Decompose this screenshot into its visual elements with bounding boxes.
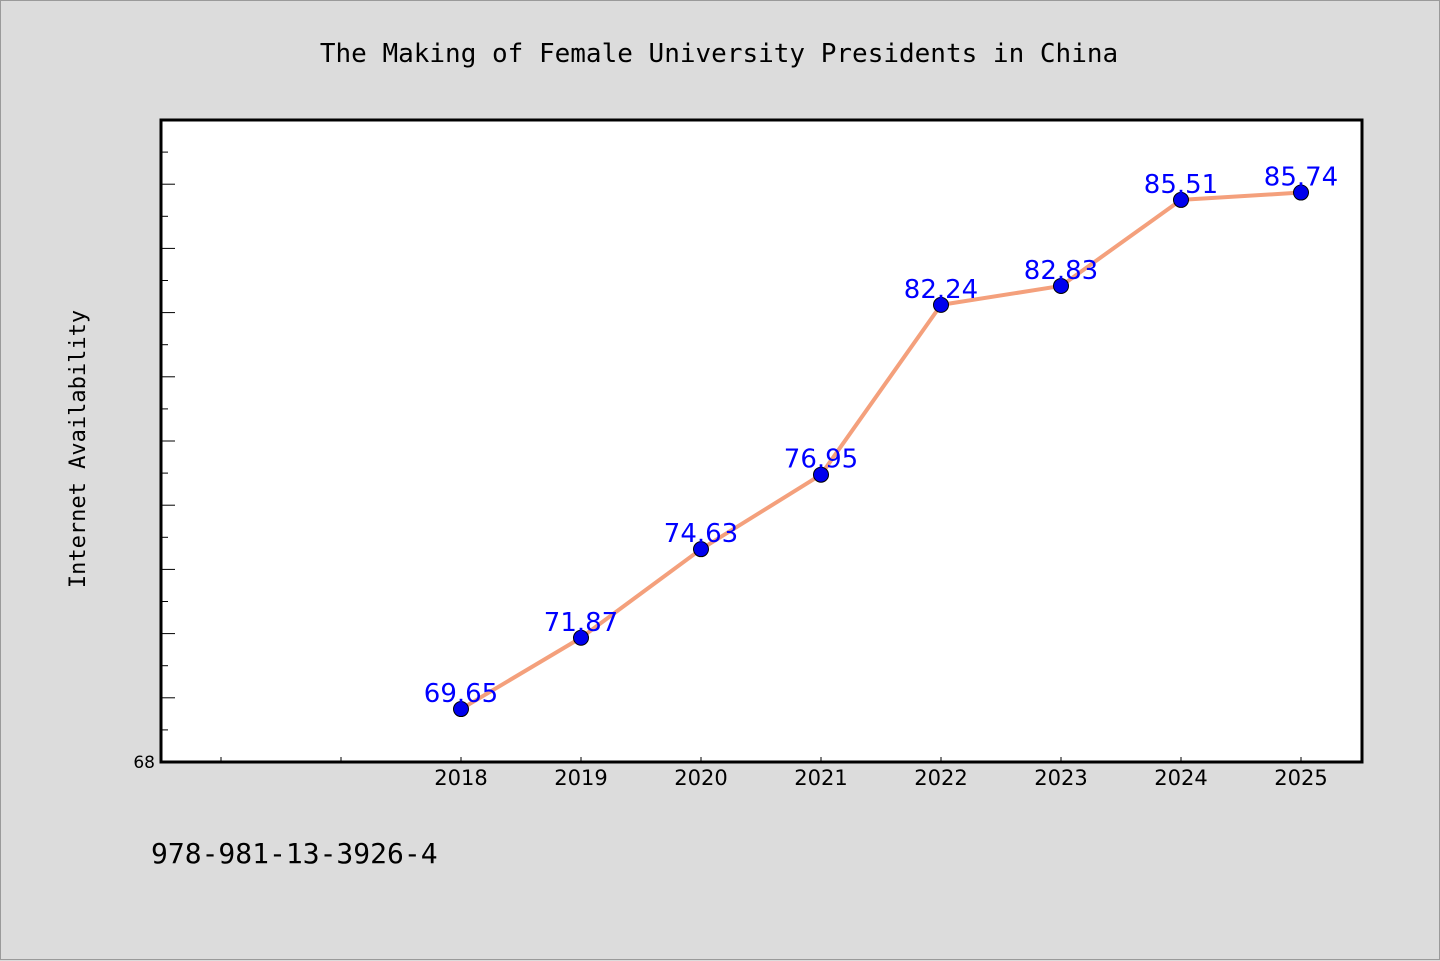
data-point — [813, 466, 829, 483]
series-line — [459, 190, 1303, 712]
data-point — [1173, 191, 1189, 208]
x-tick-label: 2021 — [794, 766, 847, 790]
x-tick-label: 2020 — [674, 766, 727, 790]
y-tick-label: 68 — [133, 753, 155, 773]
x-tick-label: 2023 — [1034, 766, 1087, 790]
data-label: 76.95 — [784, 445, 858, 475]
x-axis-ticks: 2018 2019 2020 2021 2022 2023 2024 2025 — [220, 757, 1328, 790]
x-tick-label: 2024 — [1154, 766, 1207, 790]
data-point — [1053, 277, 1069, 294]
y-axis-ticks: 68 — [133, 151, 175, 773]
data-label: 69.65 — [424, 679, 498, 709]
series-layer: 69.65 71.87 74.63 76.95 82.24 82.83 85.51 85.74 — [424, 163, 1338, 718]
isbn-footer: 978-981-13-3926-4 — [151, 837, 438, 870]
data-point — [573, 629, 589, 646]
x-tick-label: 2022 — [914, 766, 967, 790]
data-point — [693, 541, 709, 558]
data-label: 85.51 — [1144, 170, 1218, 200]
x-tick-label: 2018 — [434, 766, 487, 790]
data-label: 82.24 — [904, 275, 978, 305]
data-label: 82.83 — [1024, 256, 1098, 286]
data-point — [1293, 184, 1309, 201]
y-axis-label: Internet Availability — [66, 310, 91, 588]
chart-title: The Making of Female University Presiden… — [320, 39, 1118, 69]
data-label: 74.63 — [664, 519, 738, 549]
x-tick-label: 2025 — [1274, 766, 1327, 790]
data-point — [453, 701, 469, 718]
data-label: 71.87 — [544, 608, 618, 638]
data-label: 85.74 — [1264, 163, 1338, 193]
x-tick-label: 2019 — [554, 766, 607, 790]
plot-area — [159, 118, 1364, 764]
data-point — [933, 296, 949, 313]
